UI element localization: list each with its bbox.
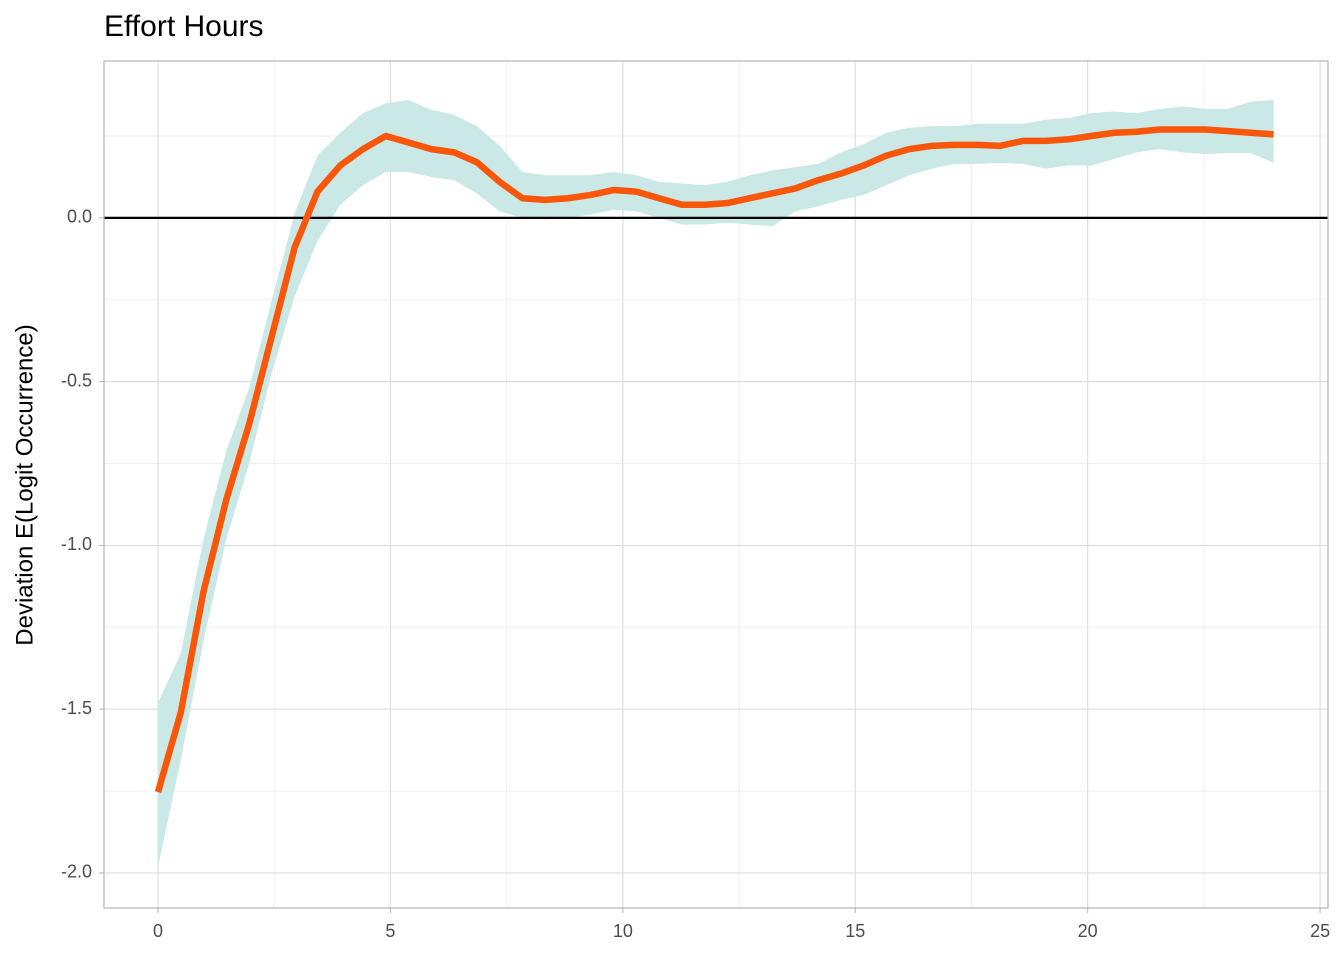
panel-border — [103, 60, 1329, 909]
confidence-band — [158, 99, 1274, 867]
y-tick-label: -1.5 — [61, 698, 92, 718]
x-tick-label: 20 — [1078, 921, 1098, 941]
x-tick-label: 15 — [845, 921, 865, 941]
y-tick-label: -2.0 — [61, 862, 92, 882]
x-tick-label: 5 — [385, 921, 395, 941]
x-tick-label: 0 — [153, 921, 163, 941]
y-tick-label: -0.5 — [61, 370, 92, 390]
y-tick-label: 0.0 — [67, 207, 92, 227]
line — [154, 126, 1274, 793]
y-tick-label: -1.0 — [61, 534, 92, 554]
chart-title: Effort Hours — [104, 10, 264, 43]
x-tick-label: 10 — [613, 921, 633, 941]
y-axis-label: Deviation E(Logit Occurrence) — [11, 324, 38, 645]
x-tick-label: 25 — [1310, 921, 1330, 941]
